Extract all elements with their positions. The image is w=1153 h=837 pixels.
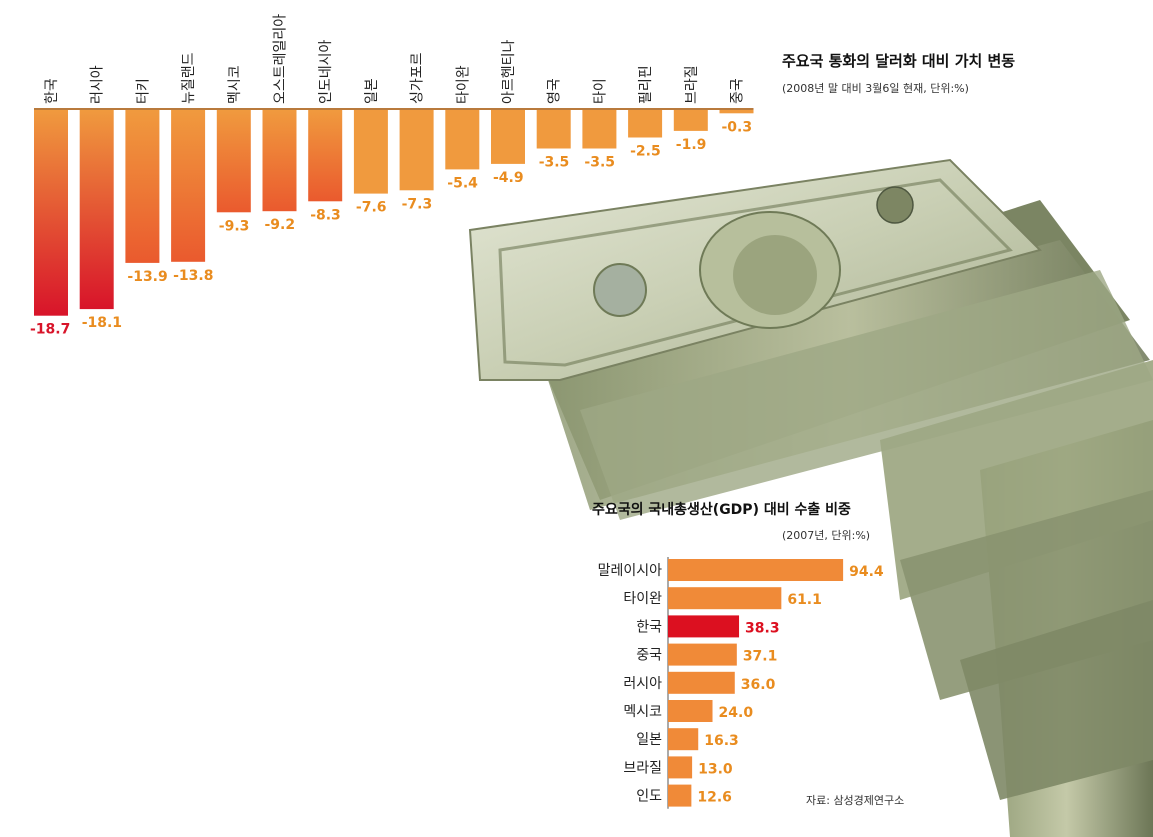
chart2-title: 주요국의 국내총생산(GDP) 대비 수출 비중 <box>592 502 851 518</box>
hbar-말레이시아 <box>668 559 844 581</box>
hvalue-label-말레이시아: 94.4 <box>849 564 884 580</box>
value-label-오스트레일리아: -9.2 <box>265 217 296 233</box>
bar-타이완 <box>445 110 480 170</box>
hcategory-label-인도: 인도 <box>636 789 662 805</box>
category-label-인도네시아: 인도네시아 <box>318 39 334 104</box>
hbar-브라질 <box>668 756 693 779</box>
bar-필리핀 <box>628 110 663 138</box>
hcategory-label-일본: 일본 <box>636 732 662 748</box>
category-label-싱가포르: 싱가포르 <box>410 52 426 104</box>
top-bill <box>468 158 1042 381</box>
hcategory-label-한국: 한국 <box>636 619 662 635</box>
category-label-뉴질랜드: 뉴질랜드 <box>181 52 197 104</box>
chart1-title: 주요국 통화의 달러화 대비 가치 변동 <box>782 52 1016 70</box>
value-label-영국: -3.5 <box>539 155 570 171</box>
category-label-필리핀: 필리핀 <box>638 65 654 104</box>
bar-일본 <box>353 110 388 194</box>
hvalue-label-중국: 37.1 <box>743 649 778 665</box>
category-label-영국: 영국 <box>547 78 563 104</box>
value-label-터키: -13.9 <box>127 269 167 285</box>
category-label-타이: 타이 <box>592 78 608 104</box>
bar-오스트레일리아 <box>262 110 297 212</box>
bar-중국 <box>719 110 754 114</box>
hbar-타이완 <box>668 587 782 610</box>
category-label-아르헨티나: 아르헨티나 <box>501 39 517 104</box>
hcategory-label-러시아: 러시아 <box>623 676 662 692</box>
hbar-멕시코 <box>668 700 713 722</box>
category-label-멕시코: 멕시코 <box>227 65 243 104</box>
bar-타이 <box>582 110 617 149</box>
category-label-오스트레일리아: 오스트레일리아 <box>273 14 289 104</box>
value-label-싱가포르: -7.3 <box>402 196 433 212</box>
hbar-한국 <box>668 615 740 638</box>
value-label-타이완: -5.4 <box>447 175 478 191</box>
bar-한국 <box>34 110 68 316</box>
category-label-터키: 터키 <box>135 78 151 104</box>
hvalue-label-인도: 12.6 <box>697 790 732 806</box>
bar-아르헨티나 <box>491 110 525 164</box>
chart1-subtitle: (2008년 말 대비 3월6일 현재, 단위:%) <box>782 82 969 95</box>
value-label-브라질: -1.9 <box>676 137 707 153</box>
bar-싱가포르 <box>399 110 434 191</box>
hvalue-label-타이완: 61.1 <box>787 592 822 608</box>
value-label-아르헨티나: -4.9 <box>493 170 524 186</box>
bar-터키 <box>125 110 160 263</box>
value-label-멕시코: -9.3 <box>219 218 250 234</box>
hvalue-label-한국: 38.3 <box>745 620 780 636</box>
bar-인도네시아 <box>308 110 343 202</box>
hbar-중국 <box>668 643 737 666</box>
value-label-일본: -7.6 <box>356 200 387 216</box>
hbar-러시아 <box>668 671 735 694</box>
hcategory-label-중국: 중국 <box>636 648 662 664</box>
source-note: 자료: 삼성경제연구소 <box>806 794 905 807</box>
category-label-한국: 한국 <box>44 78 60 104</box>
bar-영국 <box>536 110 571 149</box>
hcategory-label-브라질: 브라질 <box>623 760 662 776</box>
hcategory-label-말레이시아: 말레이시아 <box>598 563 663 579</box>
category-label-러시아: 러시아 <box>90 65 106 104</box>
value-label-중국: -0.3 <box>722 119 753 135</box>
category-label-타이완: 타이완 <box>455 65 471 104</box>
value-label-러시아: -18.1 <box>82 315 122 331</box>
category-label-브라질: 브라질 <box>684 65 700 104</box>
bar-브라질 <box>673 110 708 131</box>
bar-러시아 <box>79 110 114 310</box>
value-label-뉴질랜드: -13.8 <box>173 268 213 284</box>
hvalue-label-일본: 16.3 <box>704 733 739 749</box>
hvalue-label-러시아: 36.0 <box>741 677 776 693</box>
bill-stack-main <box>540 200 1153 520</box>
hbar-일본 <box>668 728 699 751</box>
hcategory-label-타이완: 타이완 <box>623 591 662 607</box>
category-label-일본: 일본 <box>364 78 380 104</box>
value-label-필리핀: -2.5 <box>630 144 661 160</box>
hbar-인도 <box>668 784 692 807</box>
hvalue-label-멕시코: 24.0 <box>719 705 754 721</box>
value-label-타이: -3.5 <box>584 155 615 171</box>
chart2-subtitle: (2007년, 단위:%) <box>782 529 871 542</box>
bar-멕시코 <box>216 110 251 213</box>
category-label-중국: 중국 <box>730 78 746 104</box>
hvalue-label-브라질: 13.0 <box>698 761 733 777</box>
hcategory-label-멕시코: 멕시코 <box>623 704 662 720</box>
bar-뉴질랜드 <box>171 110 206 262</box>
value-label-인도네시아: -8.3 <box>310 207 341 223</box>
chart1-baseline <box>34 108 754 110</box>
value-label-한국: -18.7 <box>30 322 70 338</box>
